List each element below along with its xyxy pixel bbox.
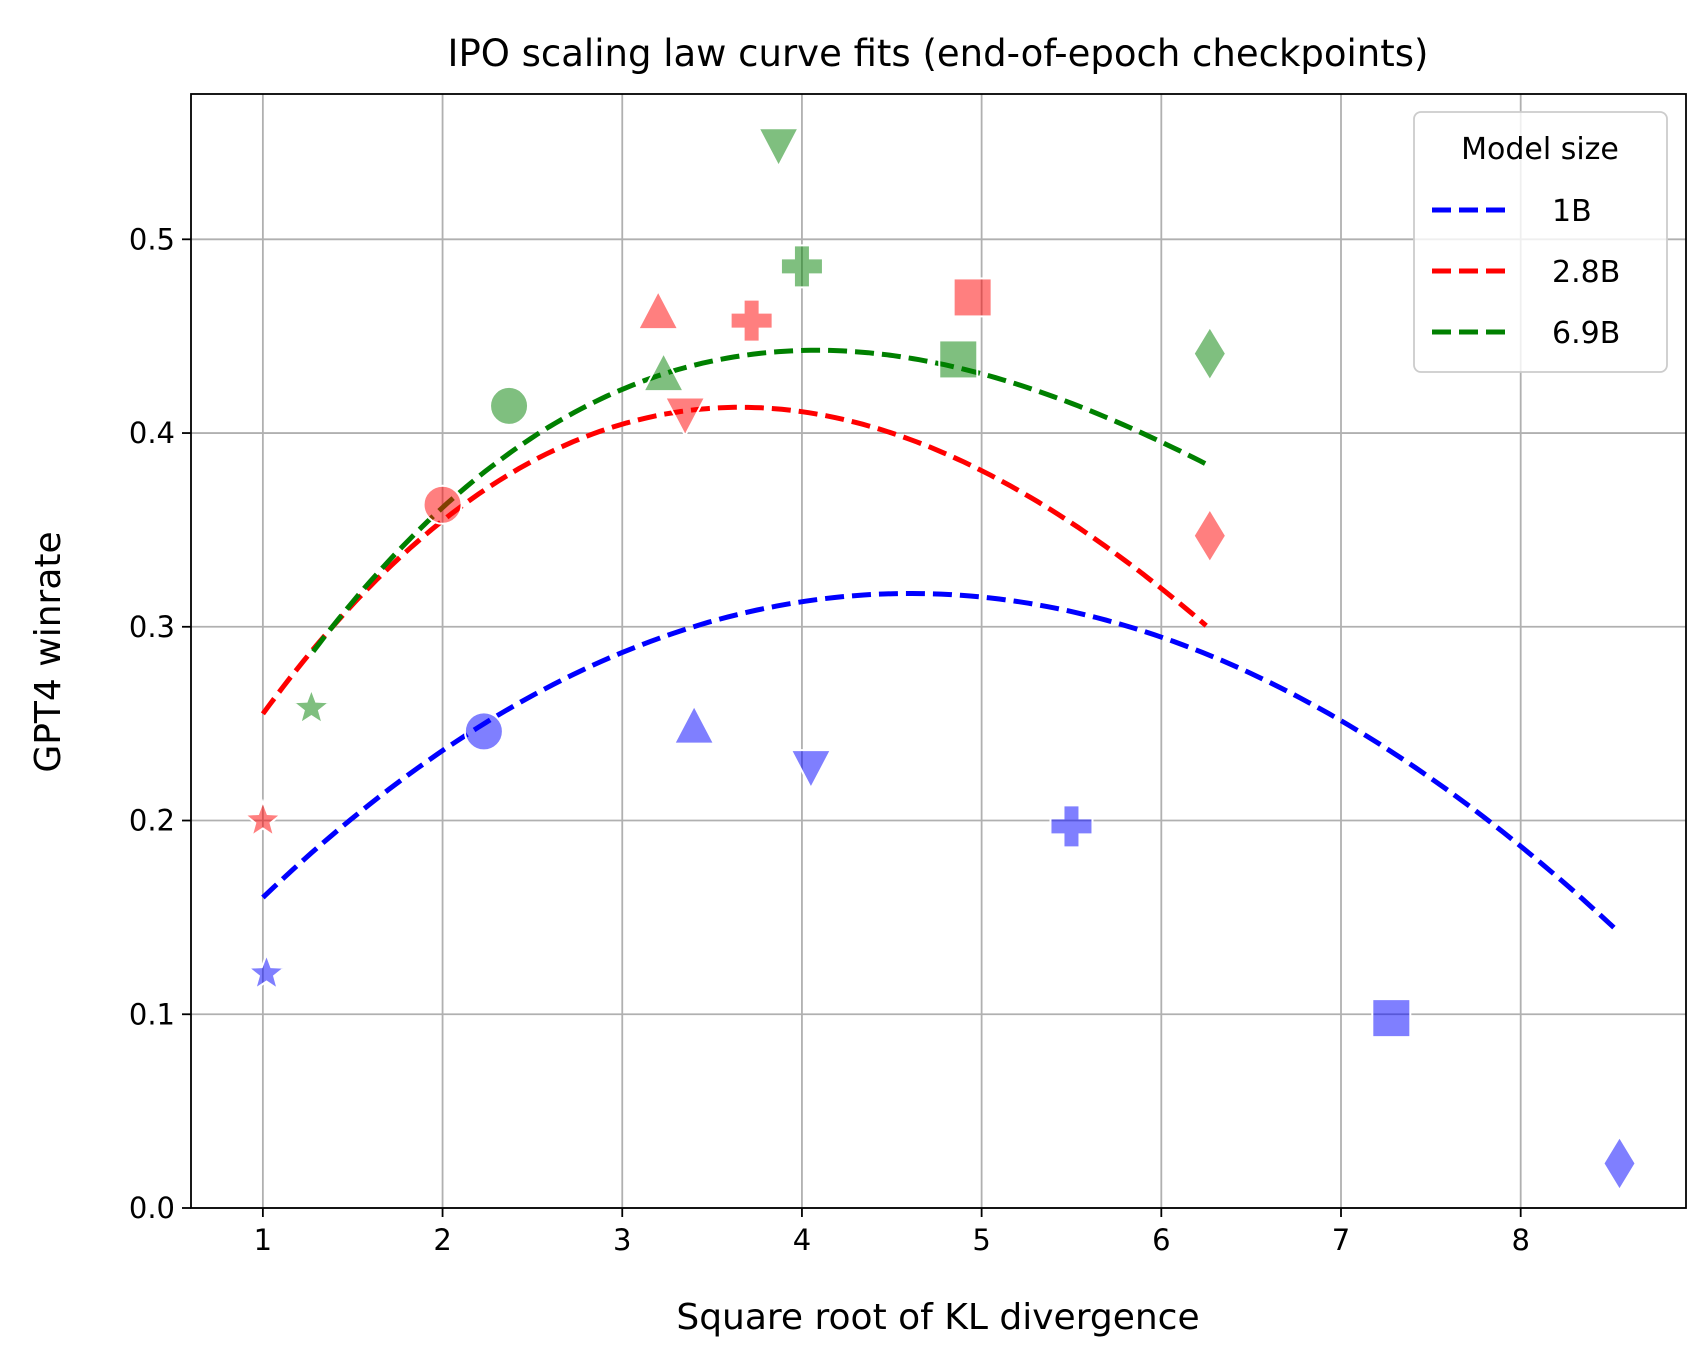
y-tick-label: 0.4 <box>129 416 175 450</box>
y-axis-label: GPT4 winrate <box>28 531 69 772</box>
plot-frame <box>190 93 1687 1209</box>
chart-title: IPO scaling law curve fits (end-of-epoch… <box>448 32 1429 75</box>
data-point-triangle-up <box>641 350 686 393</box>
x-tick-label: 7 <box>1332 1223 1350 1257</box>
data-point-circle <box>422 484 463 525</box>
x-tick-label: 4 <box>793 1223 811 1257</box>
data-point-star <box>290 686 333 726</box>
x-tick-label: 3 <box>613 1223 631 1257</box>
data-point-circle <box>463 711 504 752</box>
data-point-square <box>1371 998 1412 1039</box>
legend-label: 1B <box>1552 194 1592 229</box>
data-point-plus <box>1049 804 1094 849</box>
x-tick-label: 1 <box>254 1223 272 1257</box>
data-point-diamond <box>1192 325 1228 383</box>
legend-title: Model size <box>1461 132 1619 167</box>
axis-ticks: 1 2 3 4 5 6 7 8 0.0 0.1 0.2 0.3 0.4 0.5 <box>129 222 1530 1257</box>
data-point-circle <box>489 385 530 426</box>
data-point-triangle-down <box>789 749 833 791</box>
y-tick-label: 0.0 <box>129 1191 175 1225</box>
data-point-triangle-up <box>672 703 716 745</box>
data-point-diamond <box>1192 507 1228 565</box>
fit-curves <box>260 347 1622 935</box>
data-point-triangle-up <box>636 288 680 331</box>
y-tick-label: 0.2 <box>129 804 175 838</box>
legend: Model size 1B 2.8B 6.9B <box>1413 111 1668 373</box>
x-axis-label: Square root of KL divergence <box>676 1297 1199 1338</box>
data-points <box>242 127 1637 1192</box>
data-point-diamond <box>1602 1134 1637 1192</box>
x-tick-label: 5 <box>972 1223 990 1257</box>
y-tick-label: 0.3 <box>129 610 175 644</box>
legend-label: 6.9B <box>1552 316 1620 351</box>
data-point-square <box>952 277 993 318</box>
x-tick-label: 8 <box>1511 1223 1529 1257</box>
data-point-plus <box>729 298 774 343</box>
y-tick-label: 0.5 <box>129 222 175 256</box>
fit-curve-1B <box>261 591 1622 935</box>
data-point-star <box>245 951 288 992</box>
x-tick-label: 2 <box>433 1223 451 1257</box>
legend-items: 1B 2.8B 6.9B <box>1432 194 1620 351</box>
fit-curve-2.8B <box>260 404 1208 716</box>
data-point-triangle-down <box>756 127 801 169</box>
legend-box <box>1413 111 1668 373</box>
data-point-square <box>938 339 979 380</box>
x-tick-label: 6 <box>1152 1223 1170 1257</box>
fit-curve-6.9B <box>311 347 1208 654</box>
data-point-triangle-down <box>663 396 707 438</box>
y-tick-label: 0.1 <box>129 997 175 1031</box>
legend-label: 2.8B <box>1552 255 1620 290</box>
data-point-plus <box>779 244 824 289</box>
data-point-star <box>242 798 284 839</box>
